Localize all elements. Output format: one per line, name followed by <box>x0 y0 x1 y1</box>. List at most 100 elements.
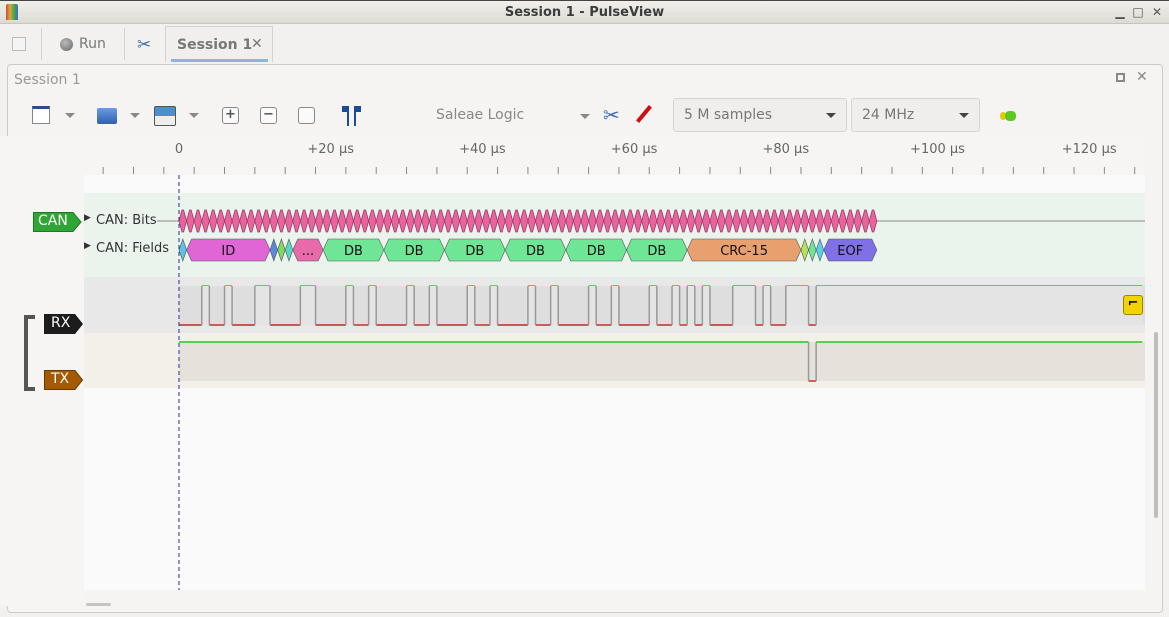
settings-tools-icon[interactable]: ✂ <box>137 35 152 55</box>
active-tab-indicator <box>171 59 268 62</box>
device-selector[interactable]: Saleae Logic <box>436 107 525 123</box>
separator <box>124 28 125 60</box>
close-panel-button[interactable]: ✕ <box>1136 69 1148 85</box>
rx-high-fill <box>345 286 354 325</box>
can-field-label: CRC-15 <box>720 244 768 259</box>
open-file-icon[interactable] <box>97 108 117 124</box>
ruler-bg <box>84 136 1145 175</box>
rx-high-fill <box>816 286 1143 325</box>
close-window-button[interactable]: ✕ <box>1151 5 1163 19</box>
session-title: Session 1 <box>14 72 81 88</box>
rx-high-fill <box>489 286 498 325</box>
chevron-down-icon <box>959 113 969 118</box>
decoder-row-bg <box>84 193 1145 277</box>
rx-channel-label[interactable]: RX <box>44 314 84 334</box>
save-dropdown-icon[interactable] <box>189 113 199 118</box>
can-field <box>823 238 878 262</box>
ruler-label: +40 µs <box>459 142 506 157</box>
zoom-in-icon[interactable]: + <box>222 107 239 124</box>
can-field-label: DB <box>587 244 606 259</box>
save-icon[interactable] <box>154 106 176 126</box>
rx-high-fill <box>224 286 233 325</box>
minimize-button[interactable]: ▁ <box>1115 5 1125 19</box>
device-dropdown-icon[interactable] <box>580 114 590 119</box>
add-decoder-icon[interactable] <box>998 111 1018 121</box>
can-field-label: ... <box>302 244 314 259</box>
cursors-icon[interactable] <box>341 106 363 126</box>
main-tab-bar: Run ✂ Session 1 ✕ <box>0 25 1169 63</box>
rx-high-fill <box>527 286 536 325</box>
can-label-text: CAN <box>38 213 68 229</box>
samples-value: 5 M samples <box>684 107 773 123</box>
separator <box>41 28 42 60</box>
zoom-fit-icon[interactable] <box>298 107 315 124</box>
rx-high-fill <box>785 286 809 325</box>
run-icon <box>60 38 73 51</box>
vertical-scrollbar[interactable] <box>1154 332 1158 518</box>
tab-close-icon[interactable]: ✕ <box>251 36 263 52</box>
can-field-label: DB <box>344 244 363 259</box>
can-field-label: DB <box>465 244 484 259</box>
window-title: Session 1 - PulseView <box>504 5 665 20</box>
app-logo-icon <box>6 4 18 20</box>
ruler-label: 0 <box>175 142 183 157</box>
row-label-fields: CAN: Fields <box>96 241 169 256</box>
tx-channel-label[interactable]: TX <box>44 370 84 390</box>
new-view-dropdown-icon[interactable] <box>65 113 75 118</box>
rx-high-fill <box>732 286 756 325</box>
maximize-button[interactable]: □ <box>1132 5 1144 19</box>
can-field-label: DB <box>526 244 545 259</box>
can-field-label: DB <box>647 244 666 259</box>
samples-combo[interactable]: 5 M samples <box>673 98 847 132</box>
rx-high-fill <box>611 286 619 325</box>
zoom-out-icon[interactable]: − <box>260 107 277 124</box>
open-dropdown-icon[interactable] <box>130 113 140 118</box>
new-view-icon[interactable] <box>32 106 50 124</box>
samplerate-value: 24 MHz <box>862 107 915 123</box>
ruler-label: +100 µs <box>910 142 965 157</box>
ruler-label: +20 µs <box>307 142 354 157</box>
expand-fields-icon[interactable]: ▶ <box>84 241 91 251</box>
ruler-label: +80 µs <box>762 142 809 157</box>
rx-high-fill <box>702 286 710 325</box>
row-label-bits: CAN: Bits <box>96 213 157 228</box>
channel-group-bracket <box>24 315 35 391</box>
samplerate-combo[interactable]: 24 MHz <box>851 98 980 132</box>
rx-high-fill <box>649 286 657 325</box>
rx-label-text: RX <box>51 315 71 331</box>
title-bar: Session 1 - PulseView ▁ □ ✕ <box>0 0 1169 24</box>
ruler-label: +60 µs <box>611 142 658 157</box>
rx-high-fill <box>254 286 271 325</box>
new-session-icon[interactable] <box>12 37 26 51</box>
expand-bits-icon[interactable]: ▶ <box>84 213 91 223</box>
rx-high-fill <box>550 286 559 325</box>
restore-panel-button[interactable] <box>1116 73 1125 82</box>
can-field-label: DB <box>405 244 424 259</box>
rx-high-fill <box>672 286 680 325</box>
rx-high-fill <box>368 286 377 325</box>
tx-signal-bg <box>179 342 1145 381</box>
can-field-label: ID <box>221 244 235 259</box>
rx-high-fill <box>588 286 597 325</box>
rx-high-fill <box>763 286 771 325</box>
horizontal-scrollbar[interactable] <box>86 603 111 606</box>
rx-high-fill <box>201 286 210 325</box>
tx-label-text: TX <box>51 371 70 387</box>
ruler-label: +120 µs <box>1062 142 1117 157</box>
can-decoder-label[interactable]: CAN <box>33 212 83 232</box>
chevron-down-icon <box>826 113 836 118</box>
can-bit <box>868 209 878 233</box>
device-config-icon[interactable]: ✂ <box>603 103 620 127</box>
falling-edge-trigger-icon[interactable]: ⌐ <box>1123 295 1143 315</box>
run-button[interactable]: Run <box>60 36 156 56</box>
rx-high-fill <box>300 286 316 325</box>
can-field-label: EOF <box>837 244 863 259</box>
rx-high-fill <box>687 286 695 325</box>
rx-high-fill <box>429 286 437 325</box>
rx-high-fill <box>467 286 475 325</box>
tab-label: Session 1 <box>177 37 253 53</box>
tab-session-1[interactable]: Session 1 ✕ <box>165 26 273 62</box>
run-label: Run <box>79 36 106 52</box>
rx-high-fill <box>406 286 415 325</box>
